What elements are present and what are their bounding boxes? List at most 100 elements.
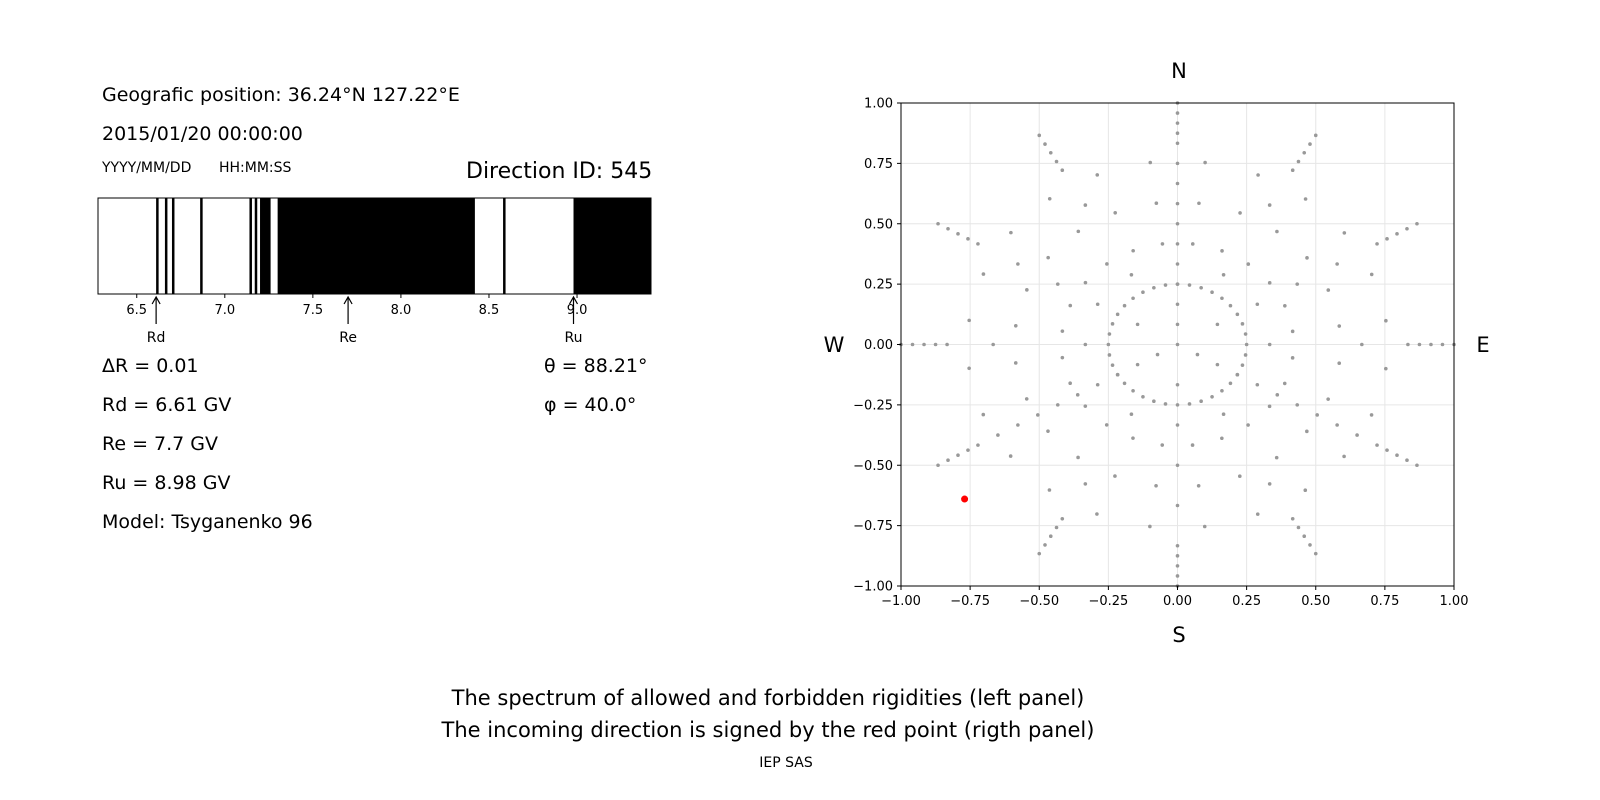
forbidden-band (254, 198, 258, 294)
sky-point (1095, 302, 1100, 307)
sky-point (1175, 201, 1180, 206)
marker-label: Re (339, 330, 357, 346)
sky-point (1016, 423, 1020, 427)
sky-point (936, 463, 940, 468)
sky-point (1290, 329, 1295, 334)
sky-point (1036, 413, 1040, 417)
sky-point (1385, 448, 1389, 452)
y-tick-label: −1.00 (853, 580, 893, 595)
sky-point (1113, 474, 1117, 478)
x-tick-label: −0.75 (950, 594, 990, 609)
sky-point (1290, 516, 1295, 521)
sky-point (1313, 133, 1318, 138)
sky-point (1267, 203, 1272, 207)
sky-point (1342, 231, 1347, 235)
sky-point (1187, 402, 1192, 406)
sky-point (1110, 322, 1115, 326)
sky-point (1060, 329, 1065, 333)
sky-point (1415, 463, 1419, 468)
sky-point (1256, 173, 1260, 177)
marker-label: Rd (147, 330, 166, 346)
sky-point (1055, 403, 1060, 407)
sky-point (1154, 483, 1158, 488)
compass-east: E (1476, 333, 1489, 357)
sky-point (1175, 503, 1180, 508)
sky-point (1255, 382, 1260, 387)
marker-label: Ru (565, 330, 583, 346)
sky-point (1215, 322, 1220, 327)
sky-point (1135, 322, 1140, 327)
sky-point (1175, 131, 1180, 135)
sky-point (1107, 332, 1112, 336)
sky-point (1290, 356, 1295, 360)
sky-point (1203, 160, 1207, 165)
sky-point (1244, 342, 1249, 347)
sky-point (1115, 372, 1120, 377)
sky-point (966, 237, 970, 241)
sky-point (1163, 402, 1168, 406)
sky-point (1246, 262, 1251, 266)
spectrum-markers: Rd Re Ru (147, 295, 583, 346)
sky-point (1068, 381, 1072, 386)
sky-point (1187, 283, 1192, 287)
sky-point (1303, 197, 1308, 201)
caption-line-2: The incoming direction is signed by the … (441, 718, 1095, 742)
footer-credit: IEP SAS (759, 755, 813, 771)
sky-point (1131, 248, 1135, 253)
sky-point (1122, 381, 1127, 386)
y-tick-label: 0.75 (864, 157, 893, 172)
sky-point (1197, 201, 1201, 206)
sky-point (1210, 290, 1214, 295)
sky-point (1107, 353, 1112, 357)
spectrum-tick-label: 8.5 (479, 303, 500, 318)
sky-point (945, 342, 949, 347)
x-tick-label: −0.25 (1088, 594, 1128, 609)
sky-point (967, 318, 971, 323)
sky-point (1342, 454, 1346, 459)
sky-point (1175, 181, 1180, 186)
time-format-label: HH:MM:SS (219, 160, 292, 176)
sky-point (1175, 141, 1180, 146)
sky-point (1046, 429, 1050, 433)
sky-point (1199, 285, 1203, 290)
sky-point (1275, 229, 1279, 234)
sky-point (1048, 150, 1053, 155)
direction-id: Direction ID: 545 (466, 159, 653, 184)
marker-arrow-head (343, 295, 353, 305)
marker-arrow-head (151, 295, 161, 305)
sky-point (1155, 352, 1160, 357)
sky-point (1215, 362, 1220, 367)
date-format-label: YYYY/MM/DD (102, 160, 192, 176)
rigidity-spectrum: 6.5 7.0 7.5 8.0 8.5 9.0 Rd Re Ru (97, 197, 652, 346)
phi-value: φ = 40.0° (544, 394, 637, 416)
sky-point (1083, 404, 1088, 408)
sky-point (1175, 111, 1180, 115)
sky-point (1202, 524, 1207, 529)
sky-point (1337, 361, 1342, 366)
spectrum-tick-label: 9.0 (567, 303, 588, 318)
x-tick-label: 1.00 (1440, 594, 1469, 609)
forbidden-band (200, 198, 203, 294)
sky-point (936, 221, 940, 226)
spectrum-bars (156, 198, 651, 294)
sky-point (1303, 488, 1308, 493)
sky-point (1110, 363, 1115, 367)
y-tick-label: 0.00 (864, 338, 893, 353)
sky-point (1175, 564, 1180, 568)
delta-r-value: ΔR = 0.01 (102, 355, 199, 377)
forbidden-band (260, 198, 271, 294)
sky-point (1129, 272, 1134, 277)
sky-point (1295, 403, 1300, 407)
sky-point (1405, 458, 1409, 463)
sky-point (1326, 397, 1330, 401)
sky-point (1113, 211, 1118, 215)
sky-point (1054, 159, 1059, 164)
sky-point (1385, 237, 1389, 241)
sky-point (1083, 482, 1088, 486)
sky-point (910, 342, 915, 347)
y-tick-label: −0.50 (853, 459, 893, 474)
datetime: 2015/01/20 00:00:00 (102, 123, 303, 145)
sky-point (1220, 296, 1224, 301)
sky-point (1148, 160, 1153, 165)
sky-point (1106, 342, 1111, 347)
